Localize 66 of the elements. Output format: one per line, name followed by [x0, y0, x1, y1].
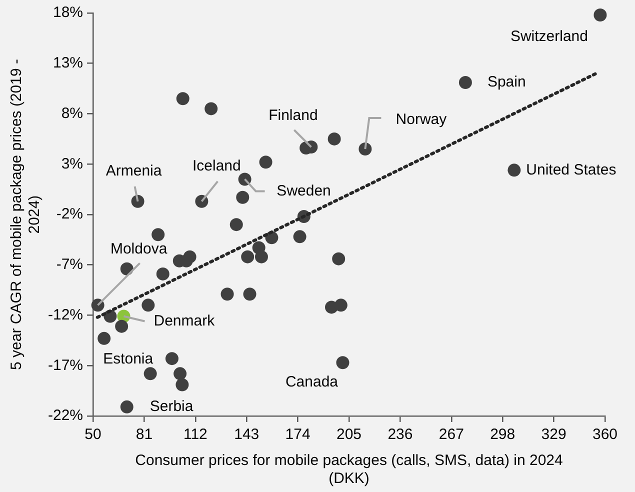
point [254, 250, 268, 264]
point [142, 298, 155, 312]
annotation: Finland [268, 107, 318, 124]
annotation: Estonia [103, 350, 154, 368]
point [594, 8, 607, 22]
point [458, 76, 472, 90]
point [176, 378, 189, 392]
point [156, 267, 170, 280]
x-tick-label: 360 [592, 426, 618, 444]
y-tick-label: -7% [56, 256, 84, 274]
x-tick-label: 174 [285, 426, 310, 444]
x-tick-label: 81 [136, 426, 153, 444]
point [238, 172, 252, 186]
point [204, 102, 218, 116]
point [259, 156, 272, 169]
point [144, 367, 157, 380]
point [358, 142, 372, 156]
annotation: Spain [487, 74, 526, 91]
annotation: United States [526, 161, 616, 178]
point [241, 250, 254, 264]
y-tick-label: -22% [48, 407, 84, 424]
y-tick-label: -12% [48, 306, 84, 324]
x-tick-label: 236 [388, 426, 413, 444]
point [220, 288, 234, 301]
x-axis-title: Consumer prices for mobile packages (calls, SMS, data) in 2024 (DKK) [135, 452, 563, 488]
annotation: Sweden [276, 182, 331, 200]
x-tick-label: 267 [438, 426, 464, 444]
annotation: Switzerland [510, 28, 588, 46]
point [332, 252, 346, 266]
annotation: Denmark [154, 312, 216, 330]
point [243, 288, 256, 301]
point [236, 190, 250, 204]
point [115, 320, 128, 333]
y-tick-label: -2% [56, 206, 84, 223]
x-tick-label: 298 [490, 426, 516, 444]
point [336, 356, 350, 370]
y-tick-label: -17% [48, 356, 84, 374]
x-tick-label: 329 [541, 426, 566, 444]
y-tick-label: 13% [52, 54, 84, 72]
point [508, 164, 521, 177]
point [152, 228, 165, 242]
point [195, 194, 208, 208]
point [98, 332, 111, 345]
point [174, 367, 187, 380]
x-tick-label: 205 [336, 426, 362, 444]
point [334, 298, 348, 312]
point [120, 400, 134, 414]
x-tick-label: 143 [234, 426, 260, 444]
point [176, 92, 190, 106]
x-tick-label: 112 [183, 426, 208, 444]
annotation: Armenia [106, 162, 162, 180]
x-tick-label: 50 [84, 426, 102, 444]
annotation: Serbia [150, 398, 194, 416]
point [328, 132, 341, 146]
point [91, 298, 104, 312]
y-tick-label: 3% [61, 155, 84, 172]
point [230, 218, 243, 232]
annotation: Canada [285, 374, 339, 391]
point [165, 352, 178, 366]
annotation: Moldova [110, 240, 168, 258]
annotation: Iceland [192, 158, 241, 175]
point [293, 230, 306, 244]
y-tick-label: 18% [52, 4, 84, 22]
y-tick-label: 8% [61, 104, 84, 122]
y-axis-title: 5 year CAGR of mobile package prices (2019 - 2024) [8, 59, 44, 370]
annotation: Norway [396, 111, 448, 128]
